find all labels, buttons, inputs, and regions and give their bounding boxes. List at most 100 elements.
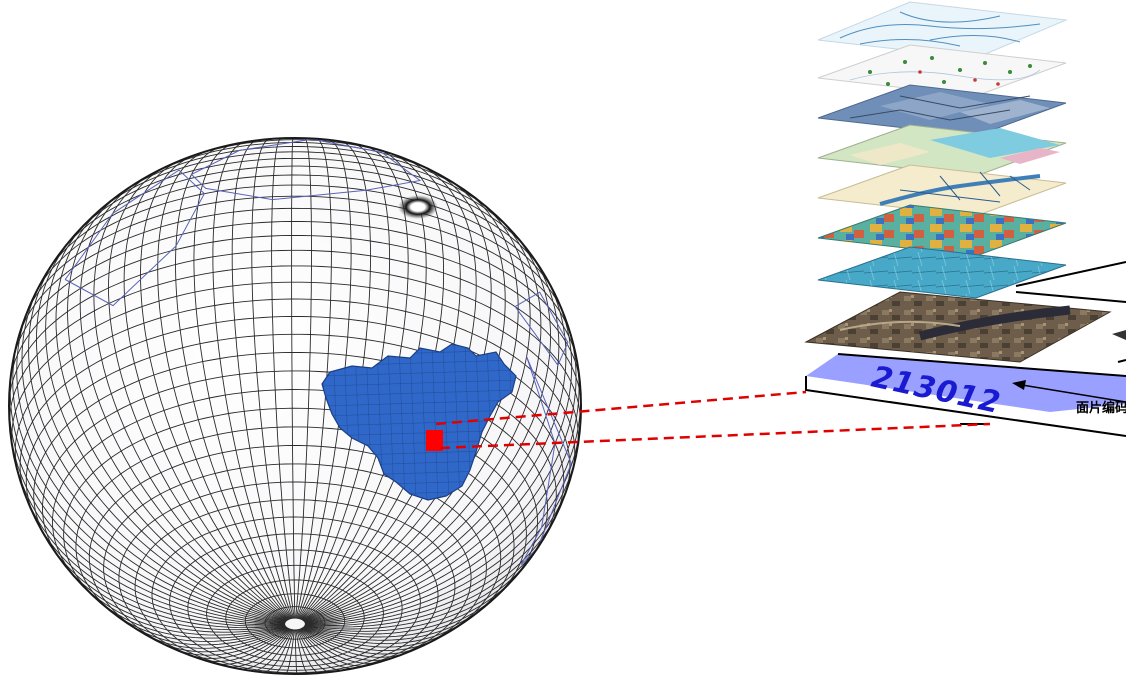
leader-line-top bbox=[435, 390, 807, 426]
grid-meridian bbox=[297, 142, 391, 620]
grid-meridian bbox=[158, 627, 289, 653]
grid-meridian bbox=[298, 628, 369, 667]
grid-meridian bbox=[193, 143, 292, 620]
globe-outline bbox=[8, 137, 582, 675]
grid-meridian bbox=[298, 628, 358, 669]
imagery-layer bbox=[804, 291, 1112, 363]
grid-meridian bbox=[304, 317, 577, 624]
grid-meridian bbox=[61, 561, 286, 633]
globe bbox=[8, 137, 582, 675]
grid-meridian bbox=[291, 138, 296, 619]
grid-meridian bbox=[184, 628, 290, 659]
grid-meridian bbox=[212, 141, 293, 620]
grid-meridian bbox=[13, 454, 286, 626]
grid-meridian bbox=[273, 629, 295, 674]
grid-meridian bbox=[300, 628, 395, 661]
grid-meridian bbox=[231, 139, 294, 619]
continent-outline bbox=[64, 169, 206, 307]
grid-meridian bbox=[304, 244, 560, 623]
grid-meridian bbox=[299, 628, 384, 664]
grid-meridian bbox=[12, 328, 286, 624]
leader-line-bottom bbox=[439, 422, 991, 450]
china-cell-line bbox=[420, 344, 428, 500]
grid-meridian bbox=[93, 171, 289, 621]
grid-meridian bbox=[9, 394, 286, 625]
grid-meridian bbox=[297, 628, 344, 671]
grid-meridian bbox=[79, 180, 288, 621]
grid-meridian bbox=[285, 629, 295, 674]
china-cell-line bbox=[409, 344, 417, 500]
face-code-label: 面片编码 bbox=[1076, 400, 1126, 416]
grid-meridian bbox=[299, 148, 427, 620]
grid-meridian bbox=[90, 593, 287, 639]
grid-parallel bbox=[9, 235, 581, 384]
grid-meridian bbox=[304, 409, 581, 625]
grid-meridian bbox=[21, 486, 286, 627]
grid-meridian bbox=[9, 420, 286, 625]
grid-meridian bbox=[302, 618, 470, 645]
china-cell-line bbox=[398, 344, 406, 500]
grid-meridian bbox=[294, 629, 298, 674]
code-plane-face bbox=[806, 354, 1126, 412]
grid-meridian bbox=[296, 139, 352, 619]
layer-stack bbox=[804, 1, 1112, 363]
globe-grid-lines bbox=[9, 138, 581, 674]
china-region bbox=[321, 343, 517, 501]
pole-convergence bbox=[398, 195, 438, 219]
grid-meridian bbox=[251, 138, 294, 619]
grid-meridian bbox=[296, 629, 321, 674]
grid-meridian bbox=[300, 627, 410, 658]
china-cell-line bbox=[322, 379, 516, 387]
grid-meridian bbox=[301, 627, 425, 655]
grid-meridian bbox=[143, 627, 288, 649]
layer-pointer-lines bbox=[1015, 261, 1126, 363]
grid-meridian bbox=[31, 510, 286, 629]
china-cell-line bbox=[322, 399, 516, 407]
grid-meridian bbox=[109, 609, 287, 642]
grid-meridian bbox=[298, 145, 409, 620]
grid-meridian bbox=[140, 154, 290, 620]
grid-meridian bbox=[9, 361, 286, 624]
grid-meridian bbox=[304, 552, 535, 632]
globe-body bbox=[9, 138, 581, 674]
grid-meridian bbox=[250, 628, 293, 672]
grid-meridian bbox=[157, 149, 291, 620]
grid-meridian bbox=[225, 628, 292, 668]
grid-meridian bbox=[108, 164, 289, 621]
grid-meridian bbox=[295, 629, 309, 674]
grid-meridian bbox=[67, 193, 288, 622]
grid-meridian bbox=[123, 620, 288, 646]
grid-meridian bbox=[55, 203, 287, 622]
china-cell-line bbox=[322, 409, 516, 417]
grid-meridian bbox=[123, 159, 290, 620]
leader-lines bbox=[435, 390, 991, 450]
grid-meridian bbox=[304, 443, 579, 626]
vector-layer bbox=[817, 164, 1067, 217]
continent-outline bbox=[191, 138, 422, 201]
grid-meridian bbox=[304, 350, 580, 624]
china-cell-line bbox=[322, 419, 516, 427]
grid-meridian bbox=[304, 530, 549, 630]
grid-meridian bbox=[297, 140, 371, 619]
grid-meridian bbox=[262, 629, 294, 673]
dem-layer bbox=[817, 204, 1067, 257]
grid-meridian bbox=[28, 253, 286, 623]
grid-meridian bbox=[295, 138, 312, 619]
code-plane-top-edge bbox=[837, 353, 1126, 377]
code-pointer-arrow bbox=[1012, 380, 1126, 403]
china-cell-line bbox=[322, 369, 516, 377]
grid-meridian bbox=[271, 138, 295, 619]
grid-meridian bbox=[302, 187, 519, 622]
continent-outline bbox=[514, 291, 569, 367]
grid-meridian bbox=[296, 629, 332, 673]
grid-meridian bbox=[77, 580, 287, 636]
china-cell-line bbox=[431, 344, 439, 500]
points-layer bbox=[817, 44, 1067, 97]
code-plane-front-edge bbox=[805, 376, 1126, 437]
grid-meridian bbox=[303, 572, 520, 635]
grid-meridian bbox=[304, 475, 572, 627]
grid-meridian bbox=[45, 215, 287, 622]
grid-meridian bbox=[168, 627, 289, 656]
grid-meridian bbox=[304, 294, 573, 624]
